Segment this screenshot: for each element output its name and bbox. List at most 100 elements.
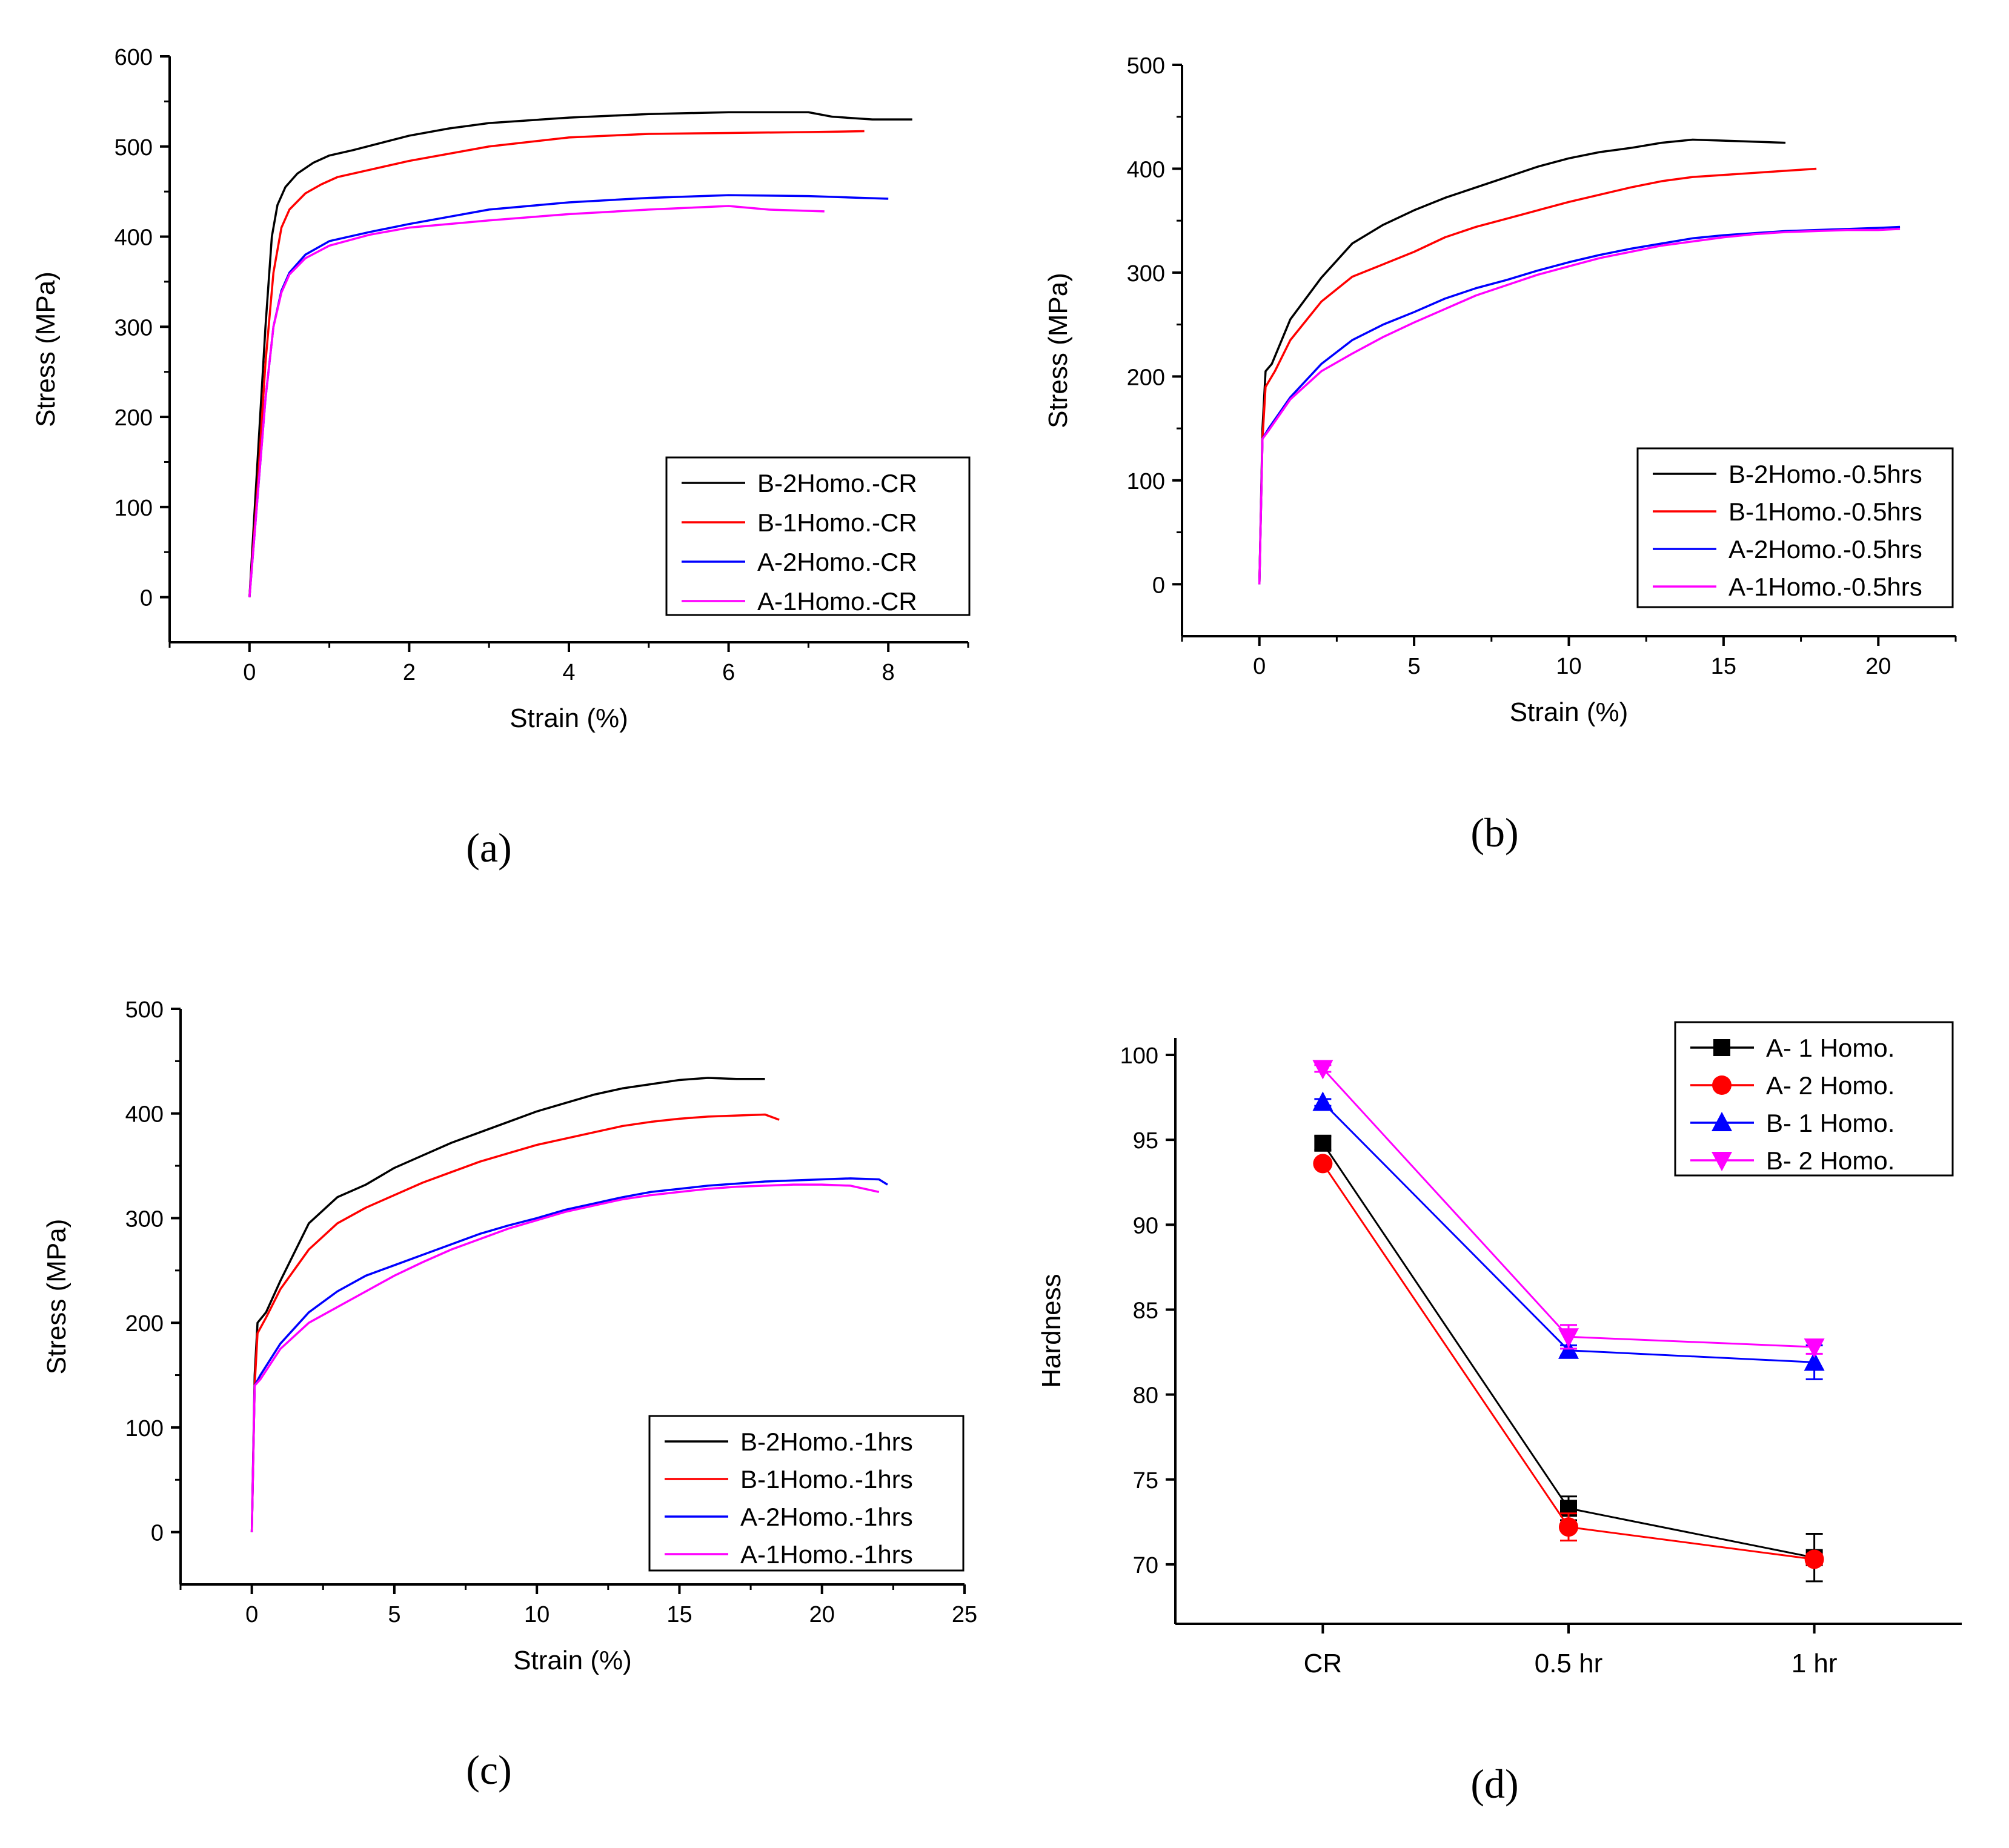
- x-tick-label: 10: [524, 1602, 550, 1627]
- x-tick-label: 0: [243, 660, 256, 685]
- series-a-1homo-1hrs: [250, 1183, 880, 1532]
- chart-c: 0 100 200 300 400 500 0 5 10 15 20 25 Strain (%) Stre…: [42, 997, 977, 1675]
- y-tick-label: 100: [1120, 1043, 1158, 1069]
- series-line: [250, 1183, 880, 1532]
- x-tick-label: 2: [403, 660, 416, 685]
- y-tick-label: 0: [1152, 573, 1165, 598]
- chart-a: 0 100 200 300 400 500 600 0 2 4 6 8 Strain (%) Stress…: [31, 45, 971, 733]
- y-tick-label: 100: [1127, 469, 1165, 494]
- legend-item-a-1-homo: A- 1 Homo.: [1690, 1034, 1894, 1062]
- legend-item-a-1homo-cr: A-1Homo.-CR: [682, 587, 917, 616]
- legend-label: A-1Homo.-1hrs: [740, 1540, 913, 1569]
- x-tick-label: 20: [1865, 654, 1891, 679]
- panel-b: 0 100 200 300 400 500 0 5 10 15 20 Strain (%) Stress…: [1004, 0, 2009, 924]
- y-axis-title: Hardness: [1037, 1274, 1066, 1388]
- panel-d: 70 75 80 85 90 95 100 CR 0.5 hr 1 hr Hardness A- 1 …: [1004, 924, 2009, 1848]
- series-b-1homo-cr: [248, 130, 865, 597]
- x-tick-label: 20: [809, 1602, 835, 1627]
- legend-label: A- 1 Homo.: [1766, 1034, 1894, 1062]
- legend-item-b-2homo-0-5hrs: B-2Homo.-0.5hrs: [1653, 460, 1922, 488]
- data-point: [1312, 1060, 1333, 1080]
- y-tick-label: 0: [151, 1521, 164, 1546]
- legend-label: A-2Homo.-0.5hrs: [1728, 535, 1922, 563]
- y-tick-label: 200: [115, 405, 153, 431]
- legend-label: B-2Homo.-0.5hrs: [1728, 460, 1922, 488]
- y-tick-label: 0: [140, 586, 153, 611]
- data-point: [1313, 1154, 1333, 1174]
- legend: A- 1 Homo. A- 2 Homo. B- 1 Homo. B- 2 Homo.: [1674, 1021, 1954, 1177]
- legend-marker: [1712, 1075, 1732, 1095]
- x-axis-title: Strain (%): [510, 703, 628, 733]
- legend-item-a-2homo-cr: A-2Homo.-CR: [682, 548, 917, 576]
- legend: B-2Homo.-1hrs B-1Homo.-1hrs A-2Homo.-1hrs A…: [648, 1415, 965, 1572]
- series-b-2homo-1hrs: [250, 1077, 765, 1532]
- legend-item-a-2-homo: A- 2 Homo.: [1690, 1071, 1894, 1100]
- x-tick-label: 5: [1408, 654, 1421, 679]
- y-tick-label: 90: [1133, 1213, 1158, 1238]
- series-b-1homo-1hrs: [250, 1113, 780, 1532]
- y-axis-title: Stress (MPa): [42, 1219, 71, 1375]
- series-b-2-homo: [1312, 1060, 1825, 1358]
- y-tick-label: 500: [115, 135, 153, 161]
- data-point: [1312, 1091, 1333, 1111]
- y-tick-label: 400: [115, 225, 153, 251]
- x-tick-label: 15: [1711, 654, 1736, 679]
- x-tick-label: 0.5 hr: [1535, 1649, 1603, 1678]
- series-a-2homo-1hrs: [250, 1177, 888, 1532]
- x-tick-label: 8: [882, 660, 895, 685]
- series-a-2-homo: [1313, 1154, 1824, 1569]
- series-line: [248, 205, 825, 597]
- caption-b: (b): [1470, 809, 1519, 856]
- x-tick-label: 0: [1253, 654, 1266, 679]
- y-tick-label: 85: [1133, 1298, 1158, 1323]
- legend-label: A-2Homo.-1hrs: [740, 1503, 913, 1531]
- y-tick-label: 80: [1133, 1383, 1158, 1409]
- legend-label: B-1Homo.-0.5hrs: [1728, 497, 1922, 526]
- legend-item-b-1-homo: B- 1 Homo.: [1690, 1109, 1894, 1137]
- x-axis-title: Strain (%): [513, 1646, 632, 1675]
- series-line: [1258, 228, 1901, 585]
- legend-marker: [1712, 1152, 1732, 1171]
- x-tick-label: 5: [388, 1602, 400, 1627]
- legend-label: A- 2 Homo.: [1766, 1071, 1894, 1100]
- data-point: [1804, 1351, 1825, 1371]
- x-tick-label: CR: [1304, 1649, 1343, 1678]
- y-tick-label: 300: [125, 1206, 164, 1232]
- x-tick-label: 6: [722, 660, 735, 685]
- legend-marker: [1712, 1112, 1732, 1131]
- data-point: [1804, 1549, 1824, 1569]
- series-a-1homo-0-5hrs: [1258, 228, 1901, 585]
- y-tick-label: 100: [115, 496, 153, 521]
- y-tick-label: 75: [1133, 1468, 1158, 1494]
- caption-c: (c): [466, 1747, 512, 1793]
- x-tick-label: 1 hr: [1791, 1649, 1838, 1678]
- legend-label: B- 1 Homo.: [1766, 1109, 1894, 1137]
- legend-marker: [1713, 1039, 1730, 1056]
- series-line: [248, 111, 912, 597]
- y-tick-label: 400: [1127, 157, 1165, 182]
- y-tick-label: 200: [125, 1311, 164, 1337]
- y-tick-label: 500: [125, 997, 164, 1023]
- y-tick-label: 300: [1127, 261, 1165, 287]
- legend-item-b-2-homo: B- 2 Homo.: [1690, 1146, 1894, 1175]
- legend-item-a-1homo-1hrs: A-1Homo.-1hrs: [665, 1540, 913, 1569]
- chart-b: 0 100 200 300 400 500 0 5 10 15 20 Strain (%) Stress…: [1043, 53, 1957, 727]
- legend-label: A-1Homo.-0.5hrs: [1728, 573, 1922, 601]
- caption-d: (d): [1470, 1761, 1519, 1807]
- legend-item-b-2homo-cr: B-2Homo.-CR: [682, 469, 917, 497]
- y-tick-label: 600: [115, 45, 153, 70]
- series-line: [248, 130, 865, 597]
- series-a-1homo-cr: [248, 205, 825, 597]
- legend-item-a-2homo-1hrs: A-2Homo.-1hrs: [665, 1503, 913, 1531]
- legend-item-b-1homo-1hrs: B-1Homo.-1hrs: [665, 1465, 913, 1494]
- legend-label: B-2Homo.-CR: [757, 469, 917, 497]
- legend: B-2Homo.-CR B-1Homo.-CR A-2Homo.-CR A-1Homo…: [665, 456, 971, 616]
- x-tick-label: 15: [666, 1602, 692, 1627]
- series-b-2homo-cr: [248, 111, 912, 597]
- x-tick-label: 4: [562, 660, 575, 685]
- x-tick-label: 25: [952, 1602, 977, 1627]
- series-line: [250, 1077, 765, 1532]
- legend-item-a-2homo-0-5hrs: A-2Homo.-0.5hrs: [1653, 535, 1922, 563]
- legend-label: B-1Homo.-1hrs: [740, 1465, 913, 1494]
- y-tick-label: 200: [1127, 365, 1165, 390]
